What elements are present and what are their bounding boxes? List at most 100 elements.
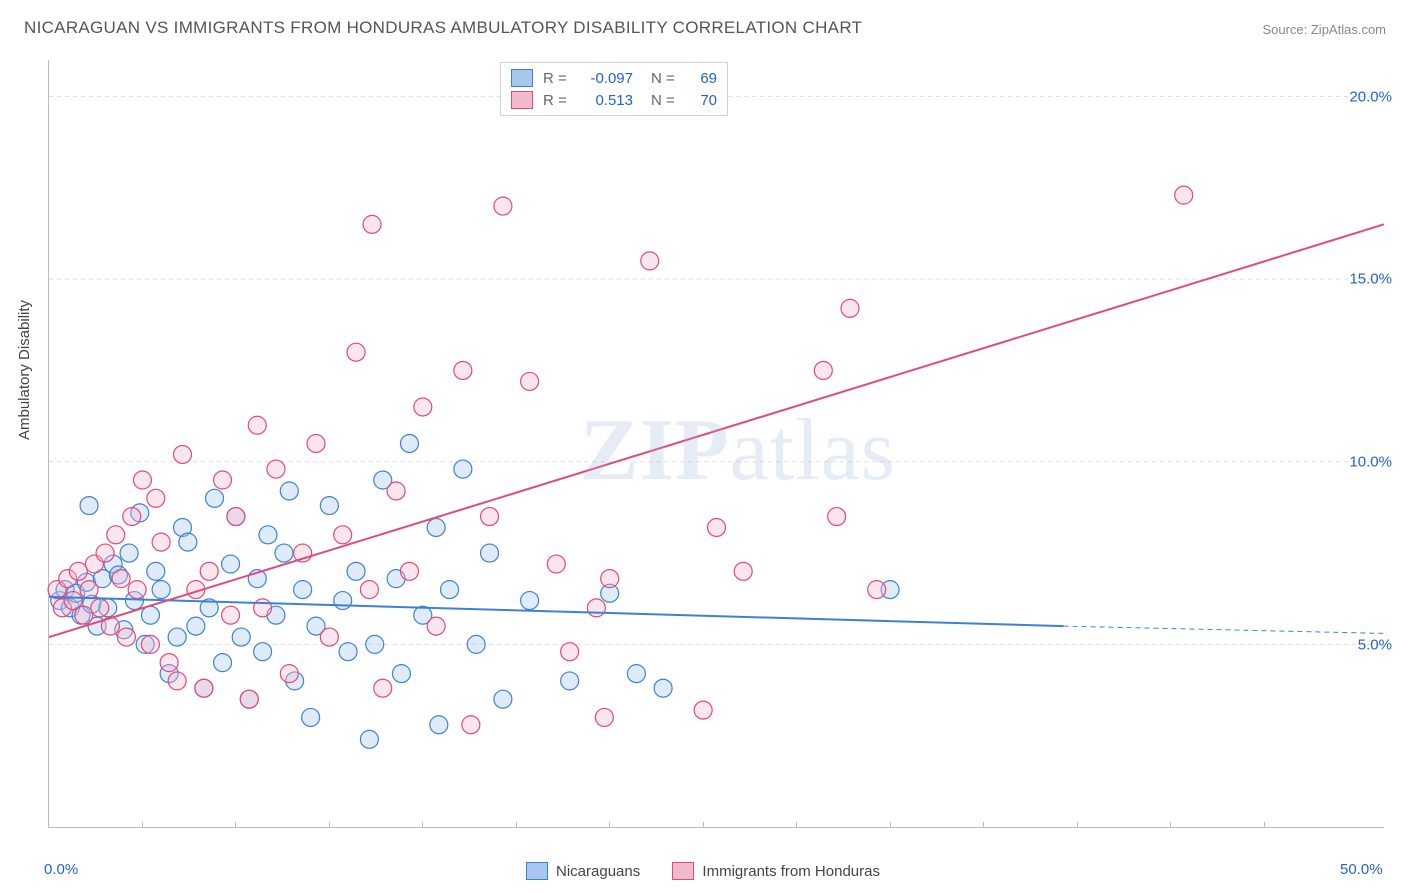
data-point (360, 730, 378, 748)
data-point (462, 716, 480, 734)
data-point (694, 701, 712, 719)
data-point (561, 672, 579, 690)
data-point (320, 628, 338, 646)
source-attribution: Source: ZipAtlas.com (1262, 22, 1386, 37)
data-point (200, 562, 218, 580)
data-point (80, 497, 98, 515)
r-label: R = (543, 70, 571, 87)
data-point (347, 562, 365, 580)
data-point (69, 562, 87, 580)
data-point (654, 679, 672, 697)
data-point (374, 679, 392, 697)
data-point (441, 581, 459, 599)
data-point (179, 533, 197, 551)
swatch-nicaraguans-icon (526, 862, 548, 880)
data-point (360, 581, 378, 599)
data-point (133, 471, 151, 489)
data-point (347, 343, 365, 361)
data-point (320, 497, 338, 515)
data-point (248, 416, 266, 434)
x-minor-tick (890, 822, 891, 828)
y-tick-label: 5.0% (1358, 637, 1392, 654)
swatch-nicaraguans (511, 69, 533, 87)
n-value-nicaraguans: 69 (689, 70, 717, 87)
n-value-honduras: 70 (689, 92, 717, 109)
data-point (280, 482, 298, 500)
data-point (141, 606, 159, 624)
data-point (601, 570, 619, 588)
x-tick-label: 50.0% (1340, 861, 1383, 878)
data-point (152, 581, 170, 599)
data-point (467, 635, 485, 653)
data-point (254, 599, 272, 617)
data-point (96, 544, 114, 562)
data-point (107, 526, 125, 544)
data-point (152, 533, 170, 551)
data-point (454, 361, 472, 379)
data-point (307, 435, 325, 453)
x-minor-tick (609, 822, 610, 828)
data-point (160, 654, 178, 672)
data-point (206, 489, 224, 507)
x-minor-tick (142, 822, 143, 828)
x-minor-tick (235, 822, 236, 828)
data-point (494, 690, 512, 708)
data-point (214, 654, 232, 672)
data-point (561, 643, 579, 661)
data-point (521, 592, 539, 610)
r-value-honduras: 0.513 (581, 92, 633, 109)
chart-plot-area (48, 60, 1384, 828)
data-point (120, 544, 138, 562)
x-minor-tick (1264, 822, 1265, 828)
data-point (75, 606, 93, 624)
n-label: N = (651, 92, 679, 109)
data-point (254, 643, 272, 661)
data-point (627, 665, 645, 683)
data-point (117, 628, 135, 646)
data-point (275, 544, 293, 562)
y-axis-label: Ambulatory Disability (16, 300, 33, 440)
legend-item-nicaraguans: Nicaraguans (526, 862, 640, 880)
data-point (427, 519, 445, 537)
data-point (521, 372, 539, 390)
y-tick-label: 20.0% (1349, 88, 1392, 105)
data-point (168, 672, 186, 690)
swatch-honduras (511, 91, 533, 109)
data-point (267, 460, 285, 478)
data-point (112, 570, 130, 588)
trend-line-extrapolated (1064, 626, 1384, 633)
r-label: R = (543, 92, 571, 109)
data-point (294, 581, 312, 599)
data-point (334, 592, 352, 610)
x-tick-label: 0.0% (44, 861, 78, 878)
data-point (734, 562, 752, 580)
legend-stats-box: R = -0.097 N = 69 R = 0.513 N = 70 (500, 62, 728, 116)
data-point (187, 617, 205, 635)
x-minor-tick (1077, 822, 1078, 828)
data-point (547, 555, 565, 573)
data-point (366, 635, 384, 653)
scatter-svg (49, 60, 1384, 827)
data-point (868, 581, 886, 599)
data-point (481, 508, 499, 526)
data-point (430, 716, 448, 734)
legend-label-nicaraguans: Nicaraguans (556, 863, 640, 880)
data-point (123, 508, 141, 526)
chart-title: NICARAGUAN VS IMMIGRANTS FROM HONDURAS A… (24, 18, 862, 38)
y-tick-label: 15.0% (1349, 271, 1392, 288)
data-point (641, 252, 659, 270)
data-point (214, 471, 232, 489)
data-point (595, 708, 613, 726)
data-point (400, 562, 418, 580)
data-point (232, 628, 250, 646)
data-point (334, 526, 352, 544)
data-point (414, 398, 432, 416)
data-point (240, 690, 258, 708)
data-point (814, 361, 832, 379)
y-tick-label: 10.0% (1349, 454, 1392, 471)
data-point (392, 665, 410, 683)
data-point (481, 544, 499, 562)
data-point (587, 599, 605, 617)
data-point (168, 628, 186, 646)
x-minor-tick (796, 822, 797, 828)
